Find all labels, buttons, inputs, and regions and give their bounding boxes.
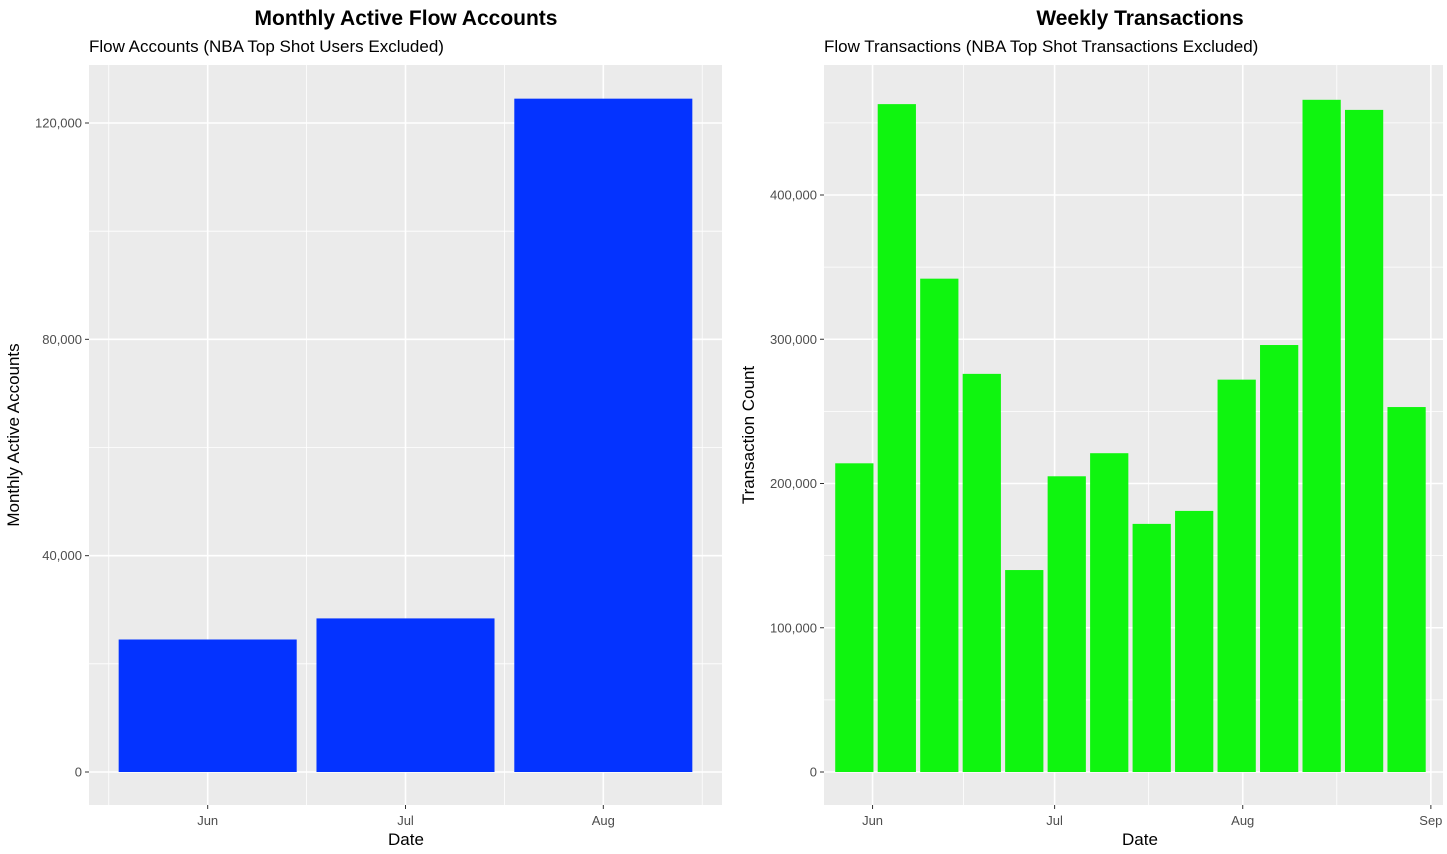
bar-aug [514,98,693,773]
bar-week-8 [1132,523,1171,772]
bar-week-6 [1047,476,1086,772]
chart-1-x-axis-label: Date [388,830,424,849]
bar-week-10 [1217,379,1256,772]
bar-week-11 [1260,345,1299,772]
bar-week-1 [835,463,874,772]
chart-2-subtitle: Flow Transactions (NBA Top Shot Transact… [824,37,1258,56]
y-tick-label: 200,000 [770,476,817,491]
bar-week-5 [1005,570,1044,772]
y-tick-label: 0 [75,765,82,780]
chart-2: Weekly Transactions Flow Transactions (N… [739,7,1443,849]
bar-week-4 [962,373,1001,772]
x-tick-label: Jun [862,813,883,828]
bar-jun [118,639,297,772]
bar-week-14 [1387,407,1426,772]
y-tick-label: 0 [810,765,817,780]
x-tick-label: Sep [1419,813,1442,828]
chart-1-bars [118,98,693,773]
chart-1-y-ticks: 0 40,000 80,000 120,000 [35,116,89,780]
chart-1-subtitle: Flow Accounts (NBA Top Shot Users Exclud… [89,37,444,56]
x-tick-label: Aug [1231,813,1254,828]
y-tick-label: 120,000 [35,116,82,131]
y-tick-label: 40,000 [42,548,82,563]
chart-2-y-axis-label: Transaction Count [739,366,758,505]
chart-2-bars [835,99,1426,773]
x-tick-label: Jun [197,813,218,828]
chart-2-title: Weekly Transactions [1036,7,1243,30]
y-tick-label: 100,000 [770,620,817,635]
chart-1: Monthly Active Flow Accounts Flow Accoun… [4,7,722,849]
chart-1-title: Monthly Active Flow Accounts [255,7,558,30]
y-tick-label: 80,000 [42,332,82,347]
bar-week-7 [1090,453,1129,772]
bar-week-2 [877,104,916,772]
chart-1-y-axis-label: Monthly Active Accounts [4,343,23,526]
y-tick-label: 300,000 [770,332,817,347]
x-tick-label: Aug [592,813,615,828]
chart-2-x-axis-label: Date [1122,830,1158,849]
chart-1-x-ticks: Jun Jul Aug [197,805,615,828]
y-tick-label: 400,000 [770,188,817,203]
bar-week-9 [1175,510,1214,772]
x-tick-label: Jul [397,813,414,828]
bar-week-12 [1302,99,1341,773]
bar-week-13 [1344,109,1384,772]
bar-jul [316,618,495,772]
x-tick-label: Jul [1046,813,1063,828]
bar-week-3 [920,278,959,772]
chart-2-x-ticks: Jun Jul Aug Sep [862,805,1442,828]
chart-2-y-ticks: 0 100,000 200,000 300,000 400,000 [770,188,824,780]
